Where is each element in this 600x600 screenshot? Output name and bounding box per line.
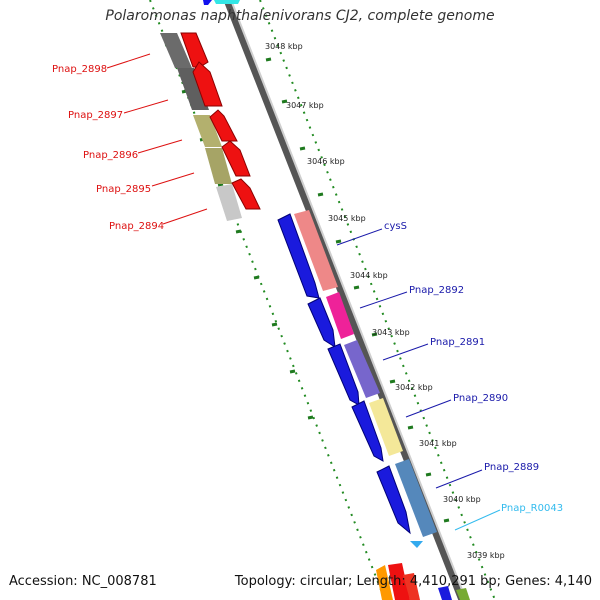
gene-block-steelblue[interactable]	[395, 459, 437, 537]
gene-arrow-red[interactable]	[221, 140, 251, 177]
gene-block-grey[interactable]	[177, 68, 209, 110]
gene-arrow-blue[interactable]	[327, 343, 360, 406]
right-callout-rna	[454, 509, 501, 531]
gene-label-right[interactable]: Pnap_R0043	[501, 503, 563, 514]
gene-label-right[interactable]: Pnap_2891	[430, 337, 485, 348]
gene-label-left[interactable]: Pnap_2896	[83, 150, 138, 161]
tick-label: 3047 kbp	[286, 101, 324, 110]
partial-gene-bottom[interactable]	[403, 573, 420, 600]
tick-label: 3039 kbp	[467, 551, 505, 560]
gene-label-right[interactable]: Pnap_2889	[484, 462, 539, 473]
gene-rna-marker[interactable]	[410, 541, 423, 548]
tick-label: 3048 kbp	[265, 42, 303, 51]
tick-label: 3044 kbp	[350, 271, 388, 280]
gene-arrow-blue[interactable]	[351, 400, 384, 462]
gene-arrow-red[interactable]	[180, 32, 209, 68]
gene-label-right[interactable]: cysS	[384, 221, 407, 232]
genome-summary-text: Topology: circular; Length: 4,410,291 bp…	[234, 574, 592, 589]
gene-block-olive[interactable]	[205, 148, 232, 184]
accession-text: Accession: NC_008781	[9, 574, 157, 589]
tick-label: 3043 kbp	[372, 328, 410, 337]
tick-label: 3042 kbp	[395, 383, 433, 392]
partial-gene-bottom[interactable]	[456, 588, 470, 600]
partial-gene-top[interactable]	[203, 0, 212, 5]
gene-block-olive[interactable]	[193, 115, 222, 147]
map-title: Polaromonas naphthalenivorans CJ2, compl…	[105, 8, 495, 24]
outer-dotted-track	[149, 0, 386, 600]
tick-label: 3046 kbp	[307, 157, 345, 166]
gene-arrow-red[interactable]	[209, 109, 238, 142]
genome-backbone-highlight	[230, 0, 467, 600]
gene-arrow-blue[interactable]	[376, 465, 411, 535]
tick-label: 3045 kbp	[328, 214, 366, 223]
gene-block-lightgrey[interactable]	[216, 184, 242, 221]
gene-label-left[interactable]: Pnap_2894	[109, 221, 164, 232]
partial-gene-bottom[interactable]	[376, 565, 393, 600]
gene-arrow-blue[interactable]	[307, 297, 336, 348]
partial-gene-top-cyan[interactable]	[214, 0, 240, 4]
gene-label-left[interactable]: Pnap_2898	[52, 64, 107, 75]
gene-block-salmon[interactable]	[294, 210, 338, 291]
tick-label: 3041 kbp	[419, 439, 457, 448]
gene-label-left[interactable]: Pnap_2897	[68, 110, 123, 121]
right-strand-genes	[277, 210, 437, 548]
left-strand-genes	[160, 32, 261, 221]
inner-ticks	[265, 57, 450, 523]
gene-block-yellow[interactable]	[369, 398, 403, 456]
gene-block-grey[interactable]	[160, 33, 192, 68]
gene-label-left[interactable]: Pnap_2895	[96, 184, 151, 195]
gene-block-magenta[interactable]	[326, 292, 354, 339]
partial-gene-bottom[interactable]	[438, 586, 452, 600]
left-callouts	[106, 53, 208, 225]
gene-arrow-red[interactable]	[192, 61, 223, 107]
partial-gene-bottom[interactable]	[388, 563, 410, 600]
inner-dotted-track	[259, 0, 496, 600]
gene-block-purple[interactable]	[344, 340, 380, 398]
gene-arrow-blue[interactable]	[277, 213, 320, 299]
gene-arrow-red[interactable]	[231, 178, 261, 210]
gene-label-right[interactable]: Pnap_2892	[409, 285, 464, 296]
tick-label: 3040 kbp	[443, 495, 481, 504]
gene-label-right[interactable]: Pnap_2890	[453, 393, 508, 404]
right-callouts	[336, 228, 483, 489]
